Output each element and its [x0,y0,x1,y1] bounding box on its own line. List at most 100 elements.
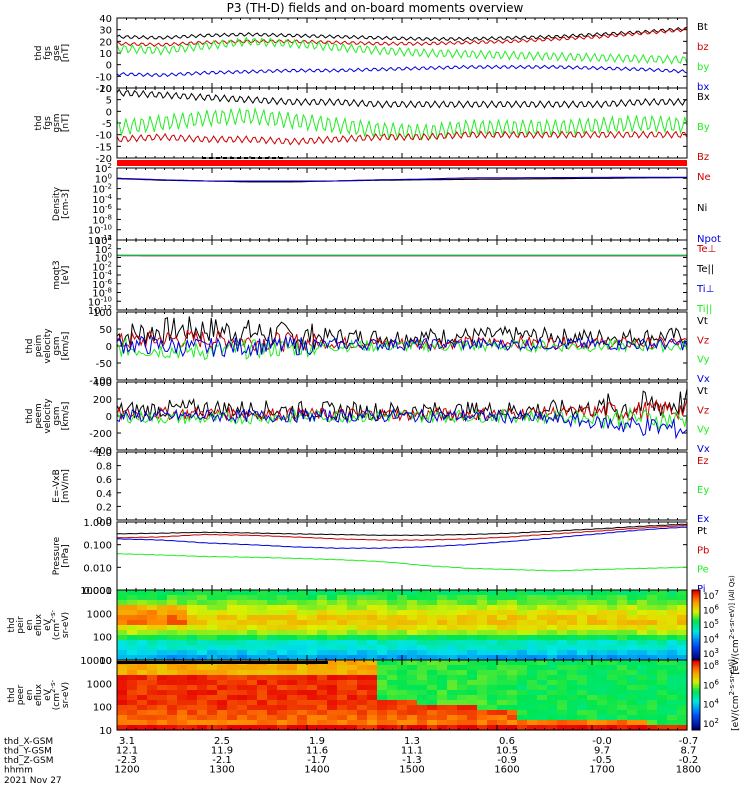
spectrogram-cell [277,725,288,731]
spectrogram-cell [277,615,288,621]
y-axis-label: thd [34,116,44,131]
ephemeris-value: -2.3 [117,755,137,766]
spectrogram-cell [297,600,308,606]
spectrogram-cell [377,615,388,621]
spectrogram-cell [167,675,178,681]
status-mark [202,157,206,159]
spectrogram-cell [537,665,548,671]
spectrogram-cell [407,695,418,701]
spectrogram-cell [527,640,538,646]
spectrogram-cell [667,645,678,651]
y-axis-label: moqt3 [52,260,62,289]
spectrogram-cell [347,680,358,686]
ephemeris-value: 0.6 [499,736,515,747]
spectrogram-cell [157,605,168,611]
tick-label: 0.8 [96,462,112,473]
spectrogram-cell [407,645,418,651]
spectrogram-cell [447,590,458,596]
spectrogram-cell [587,630,598,636]
spectrogram-cell [617,615,628,621]
spectrogram-cell [407,610,418,616]
spectrogram-cell [547,590,558,596]
tick-label: -10 [96,131,112,142]
spectrogram-cell [667,705,678,711]
colorbar-cell [692,648,700,652]
spectrogram-cell [367,690,378,696]
spectrogram-cell [477,645,488,651]
status-mark [265,157,269,159]
spectrogram-cell [277,630,288,636]
tick-label: 0.6 [96,475,112,486]
ephemeris-value: -0.2 [679,755,699,766]
spectrogram-cell [297,700,308,706]
spectrogram-cell [407,700,418,706]
spectrogram-cell [617,620,628,626]
spectrogram-cell [277,665,288,671]
spectrogram-cell [157,670,168,676]
spectrogram-cell [487,630,498,636]
spectrogram-cell [397,605,408,611]
spectrogram-cell [347,605,358,611]
spectrogram-cell [477,635,488,641]
spectrogram-cell [487,635,498,641]
colorbar-cell [692,681,700,684]
spectrogram-cell [377,590,388,596]
tick-label: 0 [106,412,112,423]
spectrogram-cell [267,690,278,696]
spectrogram-cell [347,675,358,681]
spectrogram-cell [407,660,418,666]
spectrogram-cell [307,590,318,596]
ephemeris-value: 1.3 [404,736,420,747]
spectrogram-cell [547,665,558,671]
spectrogram-cell [637,620,648,626]
spectrogram-cell [317,615,328,621]
spectrogram-cell [607,665,618,671]
series-line-Pb [116,525,687,541]
spectrogram-cell [257,680,268,686]
spectrogram-cell [277,685,288,691]
spectrogram-cell [227,680,238,686]
spectrogram-cell [637,650,648,656]
spectrogram-cell [497,615,508,621]
spectrogram-cell [427,715,438,721]
spectrogram-cell [587,610,598,616]
spectrogram-cell [517,680,528,686]
spectrogram-cell [447,625,458,631]
spectrogram-cell [657,650,668,656]
spectrogram-cell [627,650,638,656]
spectrogram-cell [217,715,228,721]
spectrogram-cell [287,605,298,611]
spectrogram-cell [307,625,318,631]
spectrogram-cell [467,595,478,601]
colorbar-cell [692,608,700,612]
spectrogram-cell [577,650,588,656]
tick-label: 0.100 [83,541,112,552]
y-axis-label: thd [7,618,17,633]
spectrogram-cell [667,680,678,686]
spectrogram-cell [517,715,528,721]
spectrogram-cell [137,590,148,596]
spectrogram-cell [167,705,178,711]
spectrogram-cell [197,725,208,731]
spectrogram-cell [667,600,678,606]
spectrogram-cell [617,595,628,601]
spectrogram-cell [217,675,228,681]
spectrogram-cell [407,710,418,716]
spectrogram-cell [497,685,508,691]
spectrogram-cell [667,655,678,661]
spectrogram-cell [647,605,658,611]
spectrogram-cell [527,675,538,681]
spectrogram-cell [367,635,378,641]
spectrogram-cell [417,605,428,611]
legend-Te||: Te|| [696,264,714,275]
spectrogram-cell [247,675,258,681]
spectrogram-cell [277,595,288,601]
spectrogram-cell [127,655,138,661]
spectrogram-cell [237,710,248,716]
spectrogram-cell [647,635,658,641]
spectrogram-cell [627,700,638,706]
spectrogram-cell [137,720,148,726]
spectrogram-cell [367,600,378,606]
spectrogram-cell [627,625,638,631]
spectrogram-cell [307,665,318,671]
